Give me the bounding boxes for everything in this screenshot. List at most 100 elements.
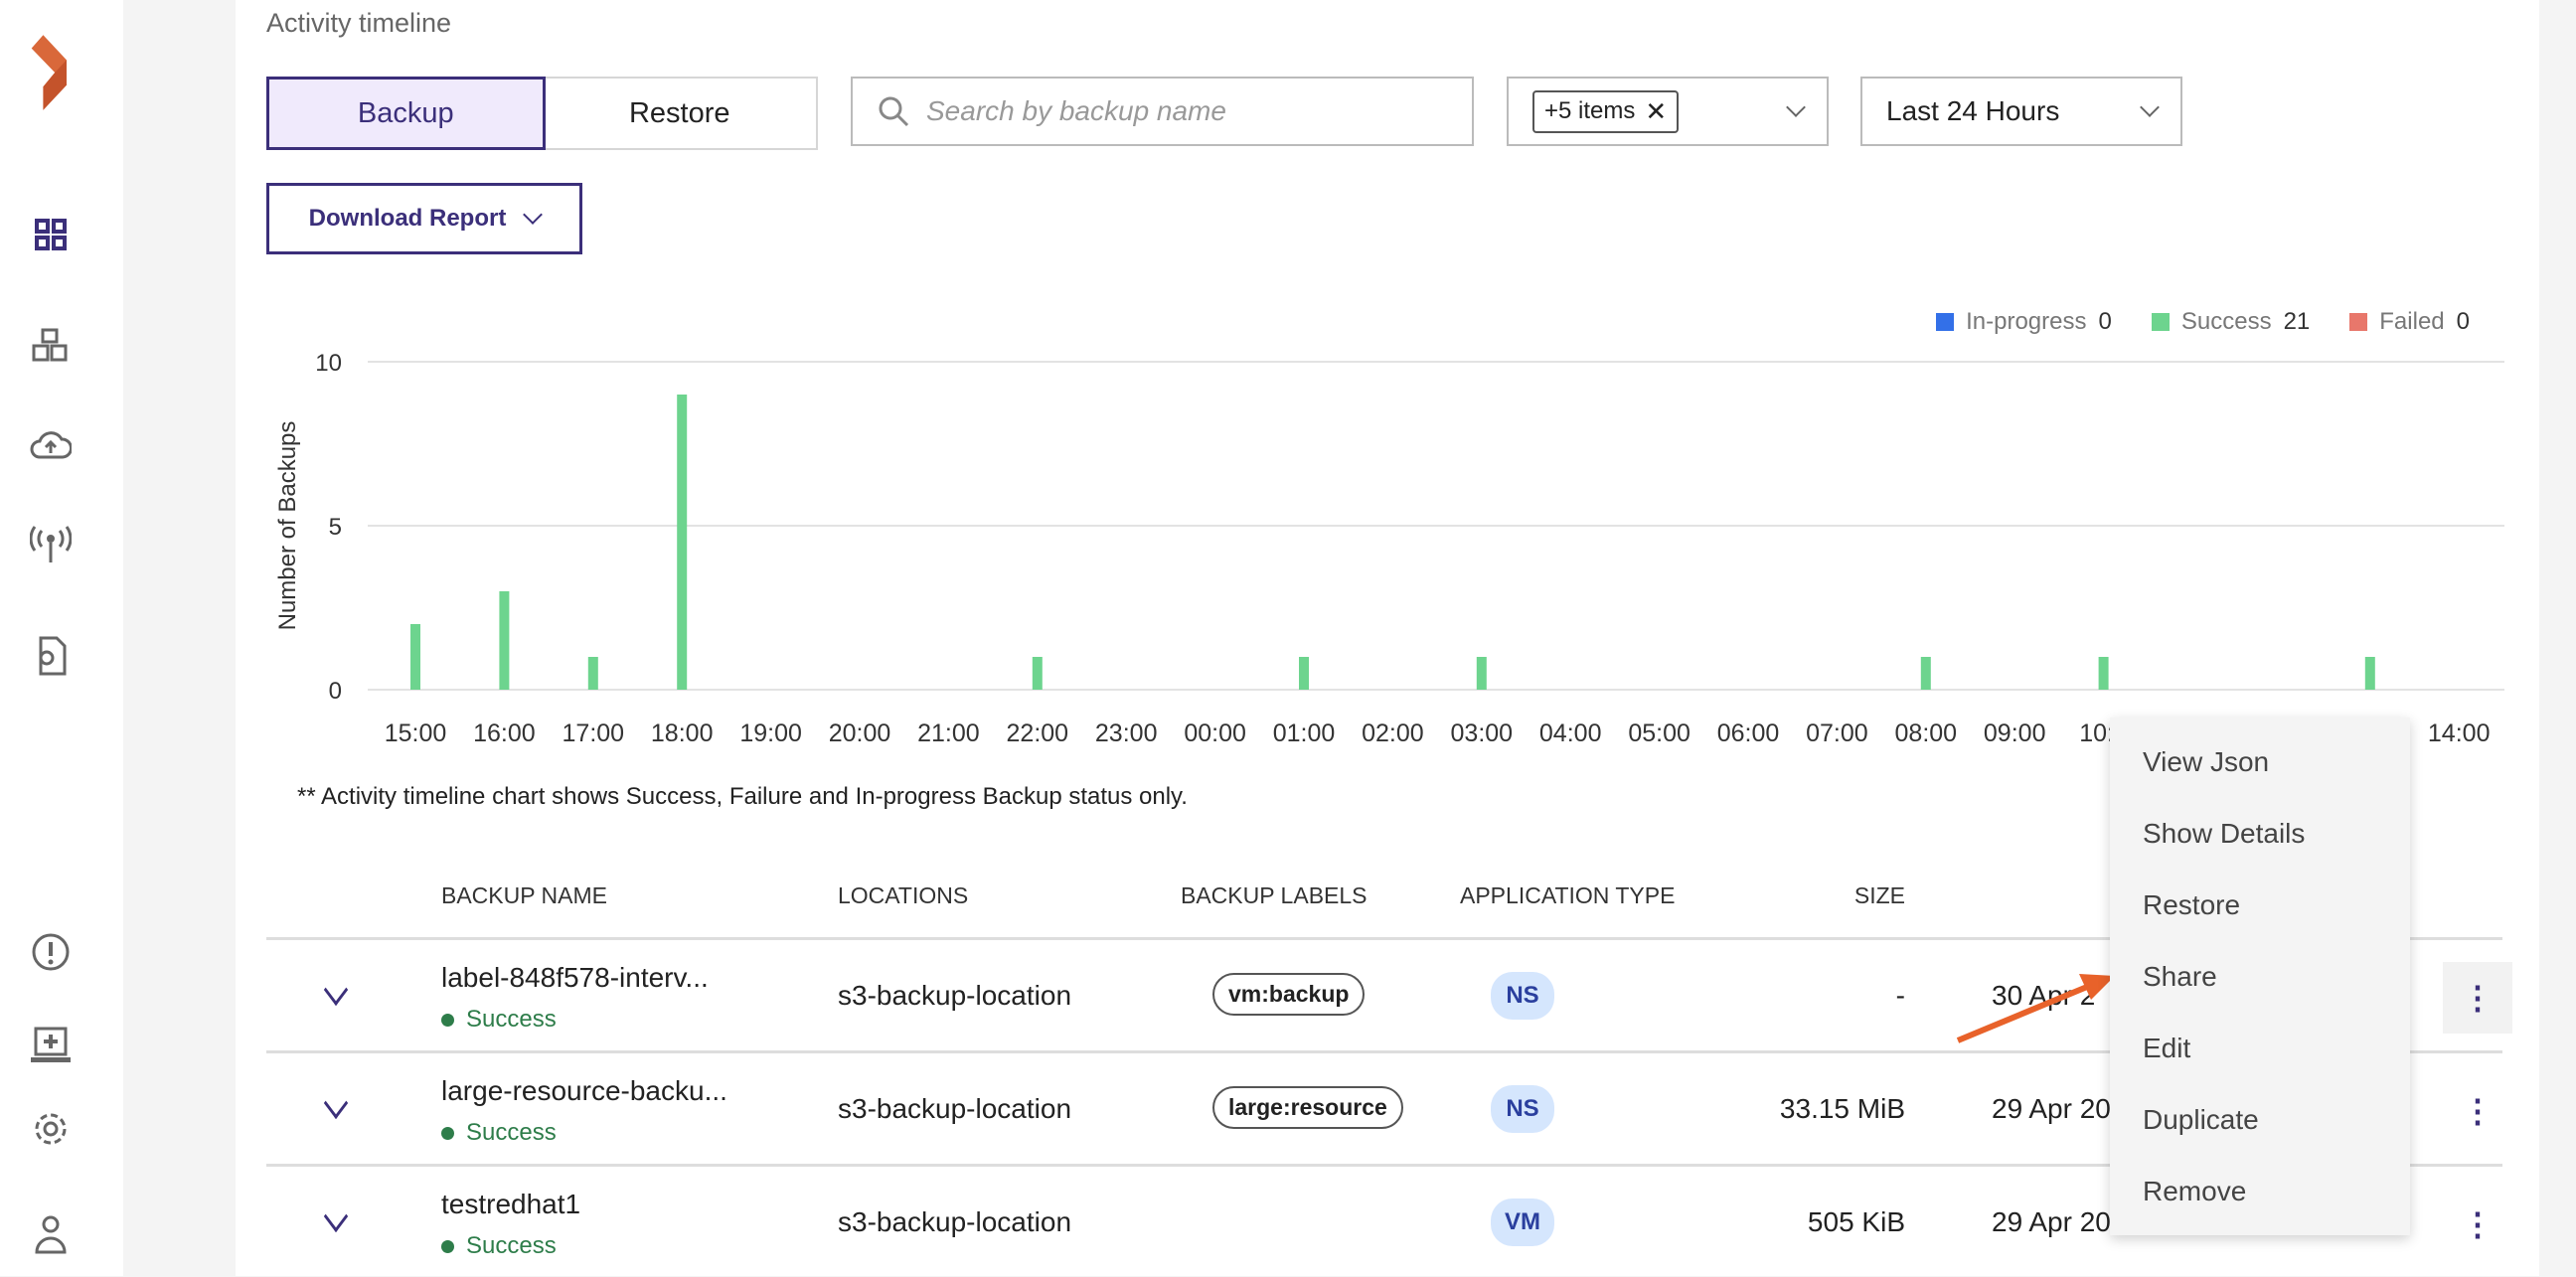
status-badge: Success — [441, 1232, 557, 1260]
tab-restore[interactable]: Restore — [628, 96, 730, 129]
x-tick-label: 05:00 — [1628, 719, 1690, 747]
antenna-icon[interactable] — [30, 524, 72, 565]
legend-item-in-progress[interactable]: In-progress 0 — [1936, 308, 2112, 336]
applications-icon[interactable] — [30, 325, 72, 367]
x-tick-label: 02:00 — [1362, 719, 1424, 747]
kebab-menu-icon[interactable]: ⋮ — [2443, 962, 2512, 1034]
x-tick-label: 21:00 — [917, 719, 980, 747]
backup-cloud-icon[interactable] — [30, 424, 72, 466]
bar-10:00 — [2098, 657, 2109, 690]
x-tick-label: 09:00 — [1984, 719, 2046, 747]
certificate-icon[interactable] — [30, 635, 72, 677]
bar-01:00 — [1299, 657, 1309, 690]
x-tick-label: 01:00 — [1273, 719, 1336, 747]
tab-backup[interactable]: Backup — [266, 77, 546, 150]
bar-22:00 — [1032, 657, 1043, 690]
user-icon[interactable] — [30, 1213, 72, 1255]
legend-swatch — [1936, 313, 1955, 331]
page-title: Activity timeline — [266, 8, 452, 38]
legend-item-failed[interactable]: Failed 0 — [2349, 308, 2470, 336]
menu-item-edit[interactable]: Edit — [2143, 1033, 2191, 1063]
backup-name[interactable]: large-resource-backu... — [441, 1075, 727, 1106]
location: s3-backup-location — [838, 1093, 1072, 1124]
date-range-value: Last 24 Hours — [1886, 95, 2060, 126]
legend-item-success[interactable]: Success 21 — [2151, 308, 2311, 336]
status-badge: Success — [441, 1119, 557, 1147]
logo[interactable] — [30, 28, 72, 117]
dashboard-icon[interactable] — [30, 214, 72, 255]
application-type-badge: NS — [1491, 1085, 1554, 1133]
x-tick-label: 19:00 — [739, 719, 802, 747]
search-input[interactable]: Search by backup name — [851, 77, 1474, 146]
x-tick-label: 17:00 — [563, 719, 625, 747]
x-tick-label: 06:00 — [1717, 719, 1780, 747]
backup-label-tag: large:resource — [1212, 1086, 1403, 1129]
chevron-down-icon — [2140, 97, 2160, 117]
x-tick-label: 08:00 — [1895, 719, 1958, 747]
header-backup-name: BACKUP NAME — [441, 882, 608, 908]
expand-chevron-icon[interactable] — [323, 1086, 349, 1120]
menu-item-share[interactable]: Share — [2143, 961, 2217, 992]
legend-label: Failed — [2379, 308, 2445, 335]
alert-icon[interactable] — [30, 931, 72, 973]
bar-16:00 — [499, 591, 510, 690]
chart-note: ** Activity timeline chart shows Success… — [297, 783, 1188, 810]
application-type-badge: NS — [1491, 972, 1554, 1020]
menu-item-remove[interactable]: Remove — [2143, 1176, 2247, 1206]
kebab-menu-icon[interactable]: ⋮ — [2462, 1206, 2494, 1242]
menu-item-duplicate[interactable]: Duplicate — [2143, 1104, 2259, 1135]
legend-label: Success — [2180, 308, 2272, 335]
close-icon[interactable]: ✕ — [1645, 95, 1668, 126]
bar-03:00 — [1476, 657, 1487, 690]
y-tick-label: 10 — [315, 350, 342, 377]
size: 505 KiB — [1807, 1206, 1905, 1237]
legend-count: 0 — [2098, 308, 2112, 335]
x-tick-label: 16:00 — [473, 719, 536, 747]
row-action-menu: View Json Show Details Restore Share Edit Dup… — [2110, 718, 2410, 1235]
header-backup-labels: BACKUP LABELS — [1181, 882, 1368, 908]
x-tick-label: 04:00 — [1539, 719, 1602, 747]
size: 33.15 MiB — [1779, 1093, 1905, 1124]
chart-legend: In-progress 0 Success 21 Failed 0 — [1936, 308, 2470, 336]
x-tick-label: 18:00 — [651, 719, 714, 747]
legend-count: 0 — [2456, 308, 2470, 335]
menu-item-restore[interactable]: Restore — [2143, 889, 2241, 920]
x-tick-label: 20:00 — [829, 719, 891, 747]
download-report-button[interactable]: Download Report — [266, 183, 582, 254]
status-badge: Success — [441, 1006, 557, 1034]
status-text: Success — [466, 1119, 557, 1146]
legend-swatch — [2349, 313, 2368, 331]
kebab-menu-icon[interactable]: ⋮ — [2462, 1093, 2494, 1129]
backup-name[interactable]: testredhat1 — [441, 1189, 581, 1219]
activity-chart: 0 5 10 Number of Backups 15:00 16:00 17:00 18:0… — [274, 350, 2504, 747]
backup-name[interactable]: label-848f578-interv... — [441, 962, 709, 993]
filter-chip[interactable]: +5 items ✕ — [1532, 89, 1680, 133]
laptop-icon[interactable] — [30, 1025, 72, 1066]
x-tick-label: 23:00 — [1095, 719, 1158, 747]
expand-chevron-icon[interactable] — [323, 1199, 349, 1233]
x-tick-label: 15:00 — [385, 719, 447, 747]
table-row[interactable]: testredhat1 Success s3-backup-location V… — [266, 1164, 2502, 1277]
created-date: 29 Apr 20 — [1992, 1093, 2111, 1124]
table-row[interactable]: large-resource-backu... Success s3-backu… — [266, 1050, 2502, 1164]
status-dot-icon — [441, 1126, 454, 1140]
location: s3-backup-location — [838, 980, 1072, 1011]
x-tick-label: 03:00 — [1451, 719, 1514, 747]
search-icon — [879, 96, 909, 127]
filter-chip-label: +5 items — [1544, 97, 1636, 124]
y-tick-label: 0 — [329, 678, 342, 705]
legend-count: 21 — [2283, 308, 2311, 335]
legend-swatch — [2151, 313, 2170, 331]
x-tick-label: 22:00 — [1007, 719, 1069, 747]
main-panel: Activity timeline Backup Restore Search … — [236, 0, 2539, 1276]
menu-item-show-details[interactable]: Show Details — [2143, 818, 2306, 849]
expand-chevron-icon[interactable] — [323, 973, 349, 1007]
bar-15:00 — [410, 624, 420, 690]
created-date: 30 Apr 2 — [1992, 980, 2096, 1011]
download-report-label: Download Report — [308, 205, 507, 232]
gear-icon[interactable] — [30, 1108, 72, 1150]
y-tick-label: 5 — [329, 514, 342, 541]
status-filter-select[interactable]: +5 items ✕ — [1507, 77, 1829, 146]
menu-item-view-json[interactable]: View Json — [2143, 746, 2270, 777]
date-range-select[interactable]: Last 24 Hours — [1860, 77, 2182, 146]
